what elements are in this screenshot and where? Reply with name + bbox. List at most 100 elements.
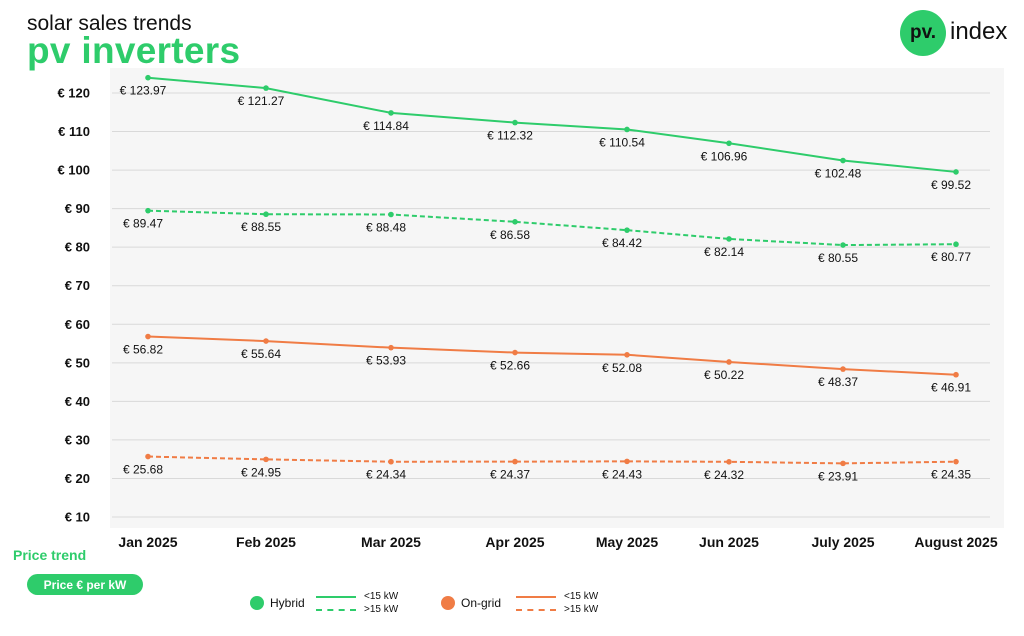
data-point — [263, 85, 269, 91]
data-point — [840, 460, 846, 467]
data-label: € 99.52 — [931, 178, 971, 192]
data-label: € 88.55 — [241, 220, 281, 234]
data-point — [512, 349, 518, 356]
data-point — [726, 459, 732, 465]
data-label: € 86.58 — [490, 228, 530, 242]
data-point — [726, 140, 732, 147]
plot-background — [110, 68, 1004, 528]
data-point — [840, 157, 846, 164]
data-point — [145, 207, 151, 214]
x-tick-label: Jan 2025 — [118, 534, 177, 550]
legend-hybrid-name: Hybrid — [270, 596, 305, 610]
data-point — [388, 344, 394, 351]
data-point — [388, 110, 394, 116]
y-tick-label: € 80 — [65, 240, 90, 255]
data-label: € 24.32 — [704, 468, 744, 482]
data-point — [263, 211, 269, 218]
x-tick-label: July 2025 — [811, 534, 874, 550]
y-tick-label: € 90 — [65, 201, 90, 216]
data-point — [840, 242, 846, 248]
legend-hybrid: Hybrid <15 kW >15 kW — [250, 590, 430, 620]
series-line — [147, 335, 957, 376]
data-label: € 102.48 — [815, 167, 862, 181]
x-tick-label: August 2025 — [914, 534, 997, 550]
y-tick-label: € 120 — [57, 86, 90, 101]
logo-text: index — [950, 18, 1008, 45]
data-label: € 53.93 — [366, 354, 406, 368]
y-tick-label: € 50 — [65, 355, 90, 370]
data-label: € 114.84 — [363, 119, 409, 133]
chart-subtitle: solar sales trends — [27, 12, 192, 35]
data-label: € 24.34 — [366, 468, 406, 482]
data-point — [624, 352, 630, 358]
y-tick-label: € 30 — [65, 432, 90, 447]
logo-mark: pv. — [900, 10, 946, 56]
y-tick-label: € 70 — [65, 278, 90, 293]
data-label: € 110.54 — [599, 135, 645, 149]
data-label: € 23.91 — [818, 469, 858, 483]
x-tick-label: Mar 2025 — [361, 534, 421, 550]
data-point — [840, 366, 846, 372]
data-label: € 25.68 — [123, 463, 163, 477]
series-line — [147, 76, 957, 173]
data-point — [624, 227, 630, 233]
y-tick-label: € 10 — [65, 510, 90, 525]
y-tick-label: € 60 — [65, 317, 90, 332]
data-label: € 24.95 — [241, 465, 281, 479]
data-point — [953, 241, 959, 248]
legend-ongrid-solid-label: <15 kW — [564, 591, 599, 602]
data-point — [726, 359, 732, 365]
data-point — [145, 333, 151, 340]
data-point — [263, 456, 269, 463]
data-point — [145, 74, 151, 81]
legend-hybrid-dashed-label: >15 kW — [364, 604, 399, 615]
data-point — [512, 219, 518, 225]
data-label: € 56.82 — [123, 343, 163, 357]
legend-hybrid-dot — [250, 596, 264, 610]
unit-badge: Price € per kW — [27, 574, 143, 595]
data-label: € 106.96 — [701, 149, 748, 163]
data-point — [624, 458, 630, 465]
data-label: € 88.48 — [366, 220, 406, 234]
data-label: € 123.97 — [120, 84, 167, 98]
legend-hybrid-solid-line — [316, 596, 356, 598]
legend-ongrid-dashed-line — [516, 609, 556, 611]
series-line — [147, 209, 957, 247]
data-label: € 24.43 — [602, 467, 642, 481]
legend-ongrid: On-grid <15 kW >15 kW — [441, 590, 621, 620]
series-line — [147, 455, 957, 465]
price-trend-label: Price trend — [13, 547, 87, 563]
data-label: € 80.55 — [818, 251, 858, 265]
data-label: € 46.91 — [931, 381, 971, 395]
legend-ongrid-solid-line — [516, 596, 556, 598]
y-tick-label: € 100 — [57, 163, 90, 178]
data-point — [953, 458, 959, 465]
x-tick-label: Feb 2025 — [236, 534, 296, 550]
data-label: € 50.22 — [704, 368, 744, 382]
x-tick-label: Apr 2025 — [485, 534, 544, 550]
data-point — [388, 458, 394, 465]
data-label: € 24.37 — [490, 468, 530, 482]
chart-title: pv inverters — [27, 30, 241, 71]
legend-ongrid-name: On-grid — [461, 596, 502, 610]
data-label: € 52.08 — [602, 361, 642, 375]
data-point — [512, 458, 518, 465]
data-label: € 48.37 — [818, 375, 858, 389]
legend-ongrid-dashed-label: >15 kW — [564, 604, 599, 615]
data-label: € 55.64 — [241, 347, 281, 361]
data-label: € 24.35 — [931, 468, 971, 482]
data-point — [953, 371, 959, 378]
data-point — [726, 236, 732, 242]
legend-hybrid-dashed-line — [316, 609, 356, 611]
data-point — [388, 211, 394, 218]
y-tick-label: € 40 — [65, 394, 90, 409]
data-point — [512, 119, 518, 126]
data-label: € 89.47 — [123, 217, 163, 231]
data-point — [263, 338, 269, 344]
data-label: € 112.32 — [487, 129, 533, 143]
data-label: € 121.27 — [238, 94, 285, 108]
data-label: € 82.14 — [704, 245, 744, 259]
data-point — [953, 169, 959, 175]
legend-hybrid-solid-label: <15 kW — [364, 591, 399, 602]
